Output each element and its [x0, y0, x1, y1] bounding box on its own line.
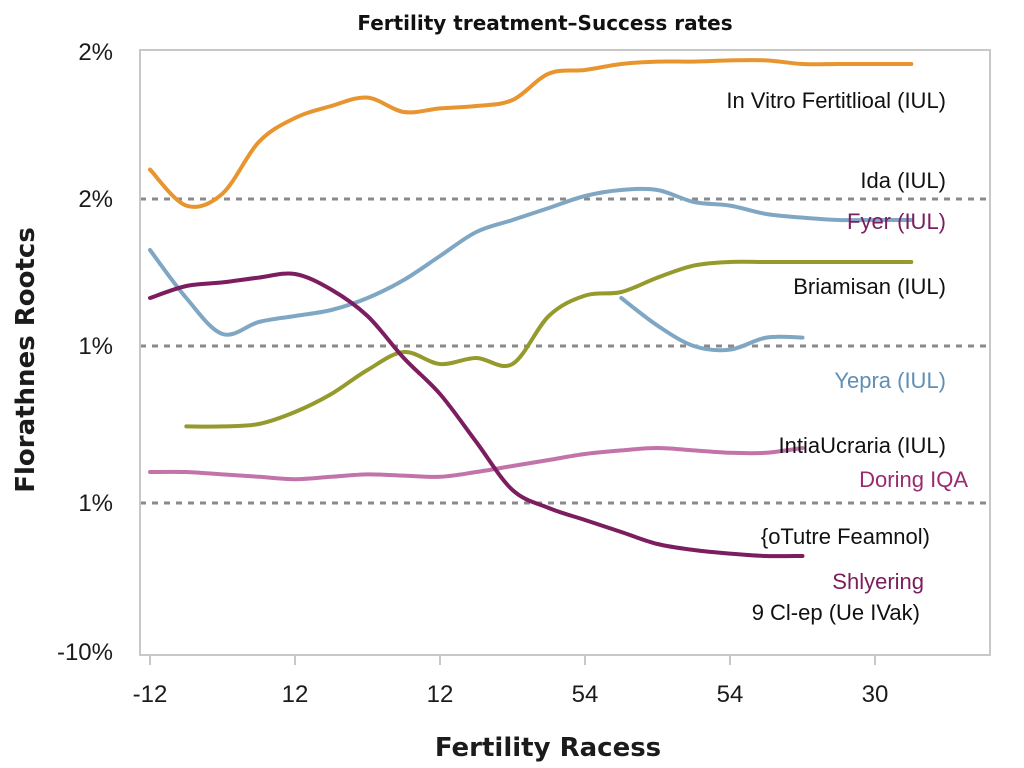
annotation-yepra: Yepra (IUL) — [834, 368, 946, 393]
gridlines — [140, 197, 990, 505]
chart-title: Fertility treatment–Success rates — [357, 11, 732, 35]
annotation-fyer: Fyer (IUL) — [847, 209, 946, 234]
plot-border — [139, 49, 991, 656]
annotation-doring: Doring IQA — [859, 467, 968, 492]
x-tick-label: 30 — [862, 681, 889, 708]
y-tick-label: 2% — [78, 186, 113, 213]
y-axis-title-group: Florathnes Rootcs — [11, 227, 41, 493]
annotation-shlyering: Shlyering — [832, 569, 924, 594]
x-tick-label: 54 — [717, 681, 744, 708]
y-tick-label: 2% — [78, 39, 113, 66]
y-axis-title: Florathnes Rootcs — [11, 227, 41, 493]
series-line-shlyering — [148, 271, 805, 559]
series-lines — [148, 58, 914, 559]
series-line-briamisan-iul — [184, 259, 914, 429]
annotation-cl-ep: 9 Cl-ep (Ue IVak) — [752, 600, 920, 625]
series-line-ida-iul — [148, 186, 914, 337]
y-tick-labels: 2% 2% 1% 1% -10% — [57, 39, 113, 666]
annotation-otutre: {oTutre Feamnol) — [761, 524, 930, 549]
annotation-ida: Ida (IUL) — [860, 168, 946, 193]
y-tick-label: -10% — [57, 639, 113, 666]
annotation-in-vitro: In Vitro Fertitlioal (IUL) — [726, 88, 946, 113]
annotations: In Vitro Fertitlioal (IUL) Ida (IUL) Fye… — [726, 88, 968, 625]
series-line-yepra-iul — [619, 296, 805, 353]
y-tick-label: 1% — [78, 490, 113, 517]
annotation-briamisan: Briamisan (IUL) — [793, 274, 946, 299]
series-line-doring-iqa — [148, 446, 805, 482]
annotation-intiaucraria: IntiaUcraria (IUL) — [779, 433, 946, 458]
x-tick-label: 54 — [572, 681, 599, 708]
x-tick-label: 12 — [282, 681, 309, 708]
y-tick-label: 1% — [78, 333, 113, 360]
axes-frame — [139, 49, 991, 656]
x-tick-labels: -12 12 12 54 54 30 — [133, 655, 889, 708]
x-tick-label: -12 — [133, 681, 168, 708]
x-tick-label: 12 — [427, 681, 454, 708]
series-line-in-vitro-fertitlioal-iul — [148, 58, 914, 209]
x-axis-title: Fertility Racess — [435, 733, 661, 763]
